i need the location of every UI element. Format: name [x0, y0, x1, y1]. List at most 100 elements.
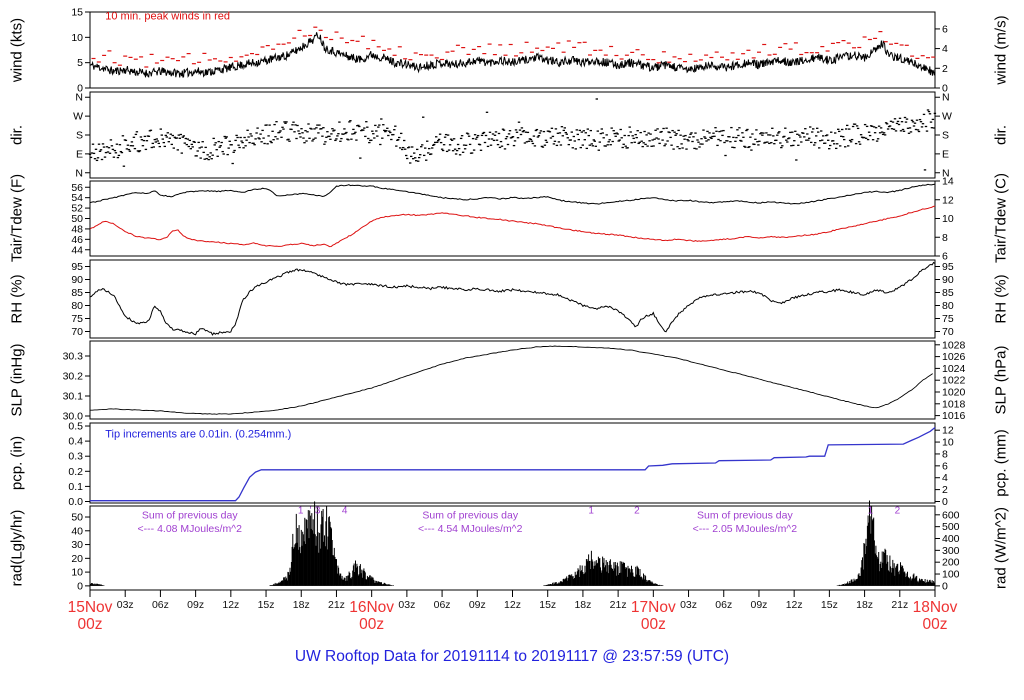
panel-slp: 30.0 30.1 30.2 30.3 101610181020102210241026… [63, 339, 966, 422]
tick-label-right: 75 [942, 313, 954, 325]
axis-label-rad-left: rad(Lgly/hr) [8, 509, 26, 587]
tick-label-left: 54 [71, 192, 83, 204]
panel-annotation-wind: 10 min. peak winds in red [105, 11, 230, 23]
tick-label-left: S [76, 130, 83, 142]
tick-label-left: 95 [71, 261, 83, 273]
axis-label-rh-left: RH (%) [8, 274, 26, 324]
tick-label-left: 30 [71, 539, 83, 551]
axis-label-pcp-right: pcp. (mm) [992, 429, 1010, 497]
tick-label-left: N [75, 167, 83, 179]
axis-label-wind-left: wind (kts) [8, 17, 26, 83]
tick-label-right: 100 [942, 569, 960, 581]
tick-label-right: 2 [942, 63, 948, 75]
hour-label: 09z [469, 599, 486, 611]
hour-label: 15z [258, 599, 275, 611]
tick-label-left: 10 [71, 32, 83, 44]
tick-label-right: 1028 [942, 339, 966, 351]
tick-label-right: E [942, 148, 949, 160]
tick-label-right: 10 [942, 437, 954, 449]
hour-label: 21z [610, 599, 627, 611]
tick-label-right: 80 [942, 300, 954, 312]
tick-label-left: 0.1 [68, 481, 83, 493]
axis-label-slp-left: SLP (inHg) [8, 343, 26, 417]
axis-label-slp-right: SLP (hPa) [992, 345, 1010, 415]
tick-label-left: 0.5 [68, 421, 83, 433]
day-label: 16Nov [349, 599, 394, 616]
tick-label-right: N [942, 167, 950, 179]
panel-border-slp [89, 340, 936, 420]
tick-label-left: 15 [71, 7, 83, 19]
rad-sum-value: <--- 4.54 MJoules/m^2 [418, 523, 523, 535]
tick-label-left: 56 [71, 182, 83, 194]
tick-label-right: 6 [942, 460, 948, 472]
hour-label: 06z [152, 599, 169, 611]
hour-label: 09z [187, 599, 204, 611]
rad-sum-value: <--- 2.05 MJoules/m^2 [693, 523, 798, 535]
tick-label-right: 4 [942, 472, 948, 484]
tick-label-right: 8 [942, 448, 948, 460]
tick-label-left: 30.0 [63, 411, 84, 423]
tick-label-left: 0.3 [68, 451, 83, 463]
tick-label-left: 0.4 [68, 436, 83, 448]
tick-label-right: 8 [942, 232, 948, 244]
tick-label-right: 0 [942, 496, 948, 508]
tick-label-right: 1022 [942, 375, 966, 387]
tick-label-left: 70 [71, 326, 83, 338]
hour-label: 15z [821, 599, 838, 611]
series-pcp_accum [90, 426, 936, 502]
tick-label-left: 75 [71, 313, 83, 325]
series-rh [89, 261, 936, 336]
hour-label: 03z [680, 599, 697, 611]
tick-label-right: 6 [942, 251, 948, 263]
rad-obs-marker: 2 [634, 506, 640, 517]
tick-label-left: 5 [77, 57, 83, 69]
rad-obs-marker: 3 [315, 506, 321, 517]
day-label-hour: 00z [359, 616, 384, 633]
tick-label-left: 0.2 [68, 466, 83, 478]
tick-label-left: 20 [71, 553, 83, 565]
tick-label-right: S [942, 130, 949, 142]
rad-sum-label: Sum of previous day [422, 509, 518, 521]
hour-label: 12z [222, 599, 239, 611]
hour-label: 12z [786, 599, 803, 611]
tick-label-left: 40 [71, 525, 83, 537]
tick-label-left: 44 [71, 244, 83, 256]
axis-label-dir-right: dir. [992, 124, 1010, 146]
tick-label-left: 30.2 [63, 371, 84, 383]
day-label: 15Nov [68, 599, 113, 616]
tick-label-right: 1026 [942, 351, 966, 363]
hour-label: 18z [574, 599, 591, 611]
axis-label-wind-right: wind (m/s) [992, 15, 1010, 85]
panel-border-pcp [89, 422, 936, 504]
series-slp [90, 345, 933, 415]
panel-wind: 0 5 10 15 0 2 4 6 10 min. peak winds in red [71, 7, 948, 95]
tick-label-right: 200 [942, 557, 960, 569]
hour-label: 06z [434, 599, 451, 611]
hour-label: 09z [750, 599, 767, 611]
axis-label-rad-right: rad (W/m^2) [992, 506, 1010, 590]
rad-obs-marker: 1 [588, 506, 594, 517]
rad-sum-label: Sum of previous day [142, 509, 238, 521]
tick-label-left: 46 [71, 234, 83, 246]
panel-border-wind [89, 11, 936, 89]
tick-label-left: 30.3 [63, 351, 84, 363]
tick-label-left: 80 [71, 300, 83, 312]
panel-border-tair_tdew [89, 180, 936, 257]
tick-label-left: 48 [71, 223, 83, 235]
rad-obs-marker: 1 [868, 506, 874, 517]
hour-label: 21z [891, 599, 908, 611]
hour-label: 18z [293, 599, 310, 611]
day-label-hour: 00z [78, 616, 103, 633]
axis-label-rh-right: RH (%) [992, 274, 1010, 324]
day-label-hour: 00z [923, 616, 948, 633]
tick-label-left: N [75, 92, 83, 104]
panel-border-dir [89, 91, 936, 179]
hour-label: 03z [117, 599, 134, 611]
rad-sum-value: <--- 4.08 MJoules/m^2 [138, 523, 243, 535]
tick-label-right: W [942, 111, 952, 123]
